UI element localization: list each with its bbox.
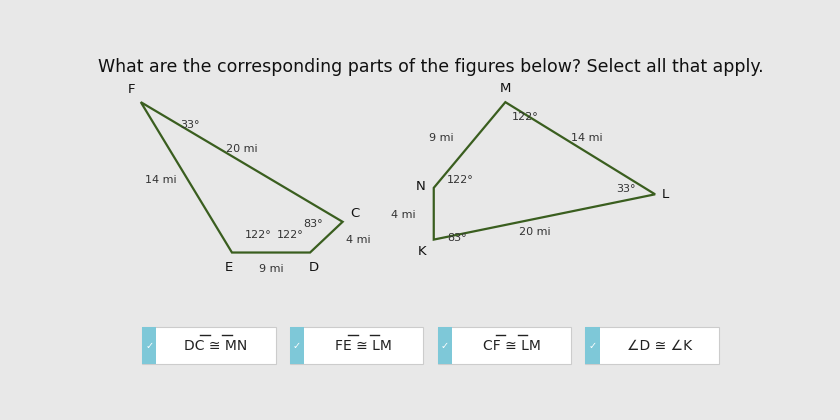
Text: 83°: 83° [447,233,466,243]
FancyBboxPatch shape [585,327,719,364]
Text: M: M [500,82,511,95]
Text: What are the corresponding parts of the figures below? Select all that apply.: What are the corresponding parts of the … [97,58,764,76]
FancyBboxPatch shape [142,327,156,364]
Text: 4 mi: 4 mi [391,210,416,220]
Text: 33°: 33° [616,184,636,194]
Text: 122°: 122° [447,175,474,185]
Text: 9 mi: 9 mi [259,264,283,274]
Text: 4 mi: 4 mi [346,235,370,244]
Text: N: N [416,180,426,193]
FancyBboxPatch shape [290,327,423,364]
Text: ✓: ✓ [293,341,301,351]
Text: 9 mi: 9 mi [428,133,454,143]
Text: FE ≅ LM: FE ≅ LM [335,339,392,352]
Text: 14 mi: 14 mi [144,175,176,185]
Text: E: E [224,260,233,273]
Text: ✓: ✓ [145,341,154,351]
Text: 33°: 33° [180,120,199,130]
FancyBboxPatch shape [438,327,452,364]
Text: ✓: ✓ [441,341,449,351]
Text: L: L [662,188,669,201]
FancyBboxPatch shape [438,327,571,364]
Text: 122°: 122° [277,230,303,239]
Text: K: K [417,245,426,258]
Text: D: D [308,260,318,273]
Text: C: C [350,207,360,220]
Text: 20 mi: 20 mi [226,144,258,154]
Text: F: F [128,83,135,96]
Text: DC ≅ MN: DC ≅ MN [184,339,248,352]
Text: 14 mi: 14 mi [571,133,602,143]
Text: CF ≅ LM: CF ≅ LM [483,339,540,352]
Text: ∠D ≅ ∠K: ∠D ≅ ∠K [627,339,692,352]
FancyBboxPatch shape [290,327,304,364]
Text: 20 mi: 20 mi [519,227,550,236]
Text: 122°: 122° [245,230,271,239]
Text: ✓: ✓ [589,341,596,351]
Text: 83°: 83° [303,218,323,228]
Text: 122°: 122° [512,112,538,122]
FancyBboxPatch shape [142,327,276,364]
FancyBboxPatch shape [585,327,600,364]
